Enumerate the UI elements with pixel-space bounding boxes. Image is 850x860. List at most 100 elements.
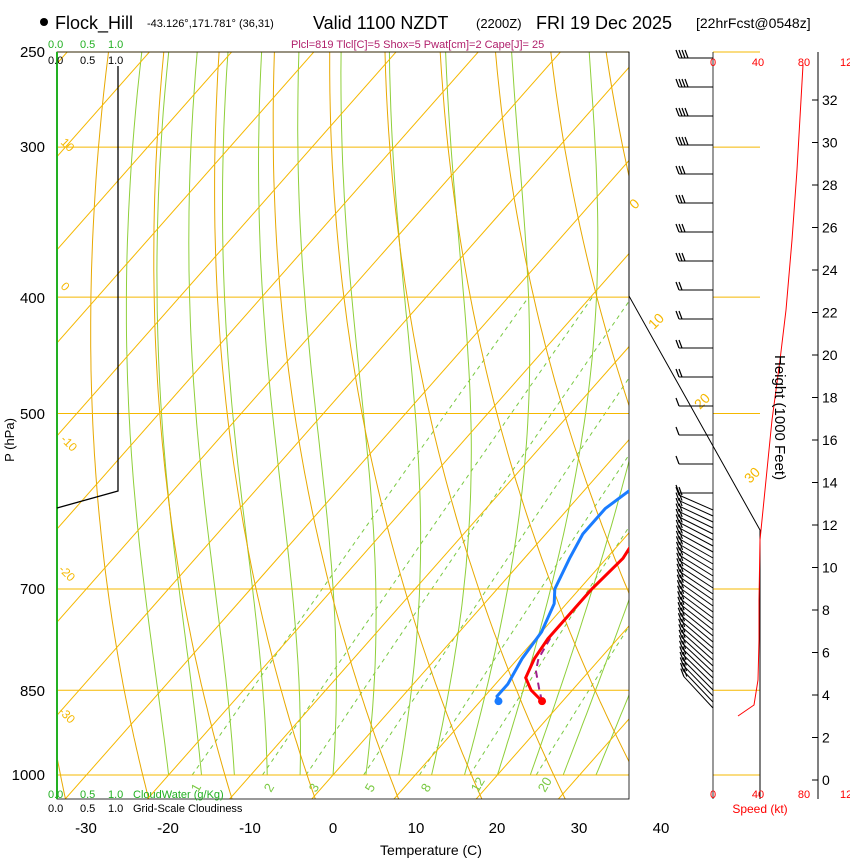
wind-barb-feather [679,558,684,567]
mixing-ratio-line [418,454,629,776]
isotherms [57,52,629,799]
height-tick-label: 28 [822,177,838,193]
isotherm-line [557,718,629,799]
isotherm-line [311,439,629,799]
header: Flock_Hill -43.126°,171.781° (36,31) Val… [40,13,811,51]
wind-barb-staff [681,637,714,667]
wind-barb-feather [678,525,683,534]
cloudiness-tick-top-0: 0.0 [48,55,63,67]
wind-barb-feather [681,194,686,204]
cloudiness-tick-top-05: 0.5 [80,55,95,67]
wind-barb-feather [681,635,686,644]
y-axis-title: P (hPa) [2,418,17,462]
t-tick-minus30: -30 [75,820,97,837]
wind-barb-feather [679,646,684,655]
wind-barb-staff [681,642,714,673]
wind-barb-feather [675,484,680,494]
wind-barb-feather [678,486,683,496]
wind-barb-feather [680,602,685,611]
wind-barb-staff [678,505,714,523]
height-tick-label: 2 [822,730,830,746]
wind-barb-staff [679,565,714,589]
wind-barb-staff [679,560,714,583]
cloud-tick-bottom-1: 1.0 [108,789,123,801]
wind-barb-feather [678,492,683,501]
moist-adiabats [125,52,629,776]
p-label-1000: 1000 [12,767,45,784]
wind-barb-feather [675,136,680,146]
wind-barb-feather [684,136,689,146]
mixing-label-12: 12 [468,774,488,794]
wind-barb-feather [675,514,680,523]
wind-barb-feather [681,629,686,639]
cloud-tick-top-1: 1.0 [108,39,123,51]
wind-barb-feather [675,223,680,233]
p-label-500: 500 [20,406,45,423]
dry-adiabat-line [153,52,233,799]
wind-barb-feather [678,503,683,512]
wind-barb-staff [682,654,714,685]
isotherm-line [57,66,629,716]
wind-barb-feather [679,552,684,562]
wind-barb-feather [675,339,680,349]
p-label-250: 250 [20,44,45,61]
wind-barb-feather [675,503,680,512]
wind-barb-feather [679,547,684,556]
cloud-tick-top-05: 0.5 [80,39,95,51]
moist-adiabat-line [188,52,235,776]
t-tick-minus20: -20 [157,820,179,837]
wind-barb-feather [677,613,683,622]
wind-barb-feather [684,78,689,88]
wind-barb-feather [678,497,683,507]
height-tick-label: 0 [822,772,830,788]
wind-barb-staff [680,615,714,643]
wind-barb-feather [676,569,681,578]
wind-barb-feather [682,657,687,666]
height-axis: Height (1000 Feet) 323028262422201816141… [771,52,838,799]
mixing-label-3: 3 [306,781,323,795]
moist-adiabat-line [340,52,377,776]
wind-barb-feather [680,585,685,594]
wind-barb-feather [676,563,681,573]
wind-barb-feather [683,668,688,677]
height-tick-label: 32 [822,92,838,108]
wind-barb-feather [675,368,680,378]
isotherm-line [57,52,397,437]
wind-barb-feather [679,657,684,666]
wind-barb-feather [680,613,686,622]
surface-temp-marker [538,697,547,706]
isotherm-line [393,532,629,799]
moist-adiabat-line [464,52,531,776]
dry-adiabat-line [214,52,316,799]
x-axis-title: Temperature (C) [380,842,482,858]
wind-barb-staff [683,670,714,703]
wind-barb-feather [675,486,680,496]
wind-barb-feather [683,662,688,672]
dry-adiabat-line [272,52,400,799]
isotherm-label-30: 30 [741,464,763,486]
station-coords: -43.126°,171.781° (36,31) [147,18,274,30]
t-tick-10: 10 [408,820,425,837]
t-tick-30: 30 [571,820,588,837]
wind-speed-line [737,64,804,717]
wind-barb-feather [679,569,684,578]
wind-panel: 0 40 80 120 0 40 80 120 Speed (kt) [675,49,850,816]
speed-tick-bottom-40: 40 [752,789,764,801]
forecast-info: [22hrFcst@0548z] [696,15,811,31]
wind-barb-feather [677,607,682,616]
wind-barb-feather [676,580,681,589]
mixing-label-2: 2 [261,781,278,795]
wind-barb-feather [679,651,684,661]
wind-barb-staff [679,532,714,553]
temperature-line [524,545,629,703]
cloudiness-label: Grid-Scale Cloudiness [133,803,243,815]
valid-time: Valid 1100 NZDT [313,13,448,33]
isotherm-line [228,345,629,799]
cloudiness-tick-bottom-0: 0.0 [48,803,63,815]
wind-barb-feather [678,514,683,523]
wind-barb-staff [683,676,714,709]
wind-barb-feather [681,49,686,59]
mixing-label-20: 20 [535,774,555,794]
isotherm-label-minus30: -30 [56,704,78,726]
